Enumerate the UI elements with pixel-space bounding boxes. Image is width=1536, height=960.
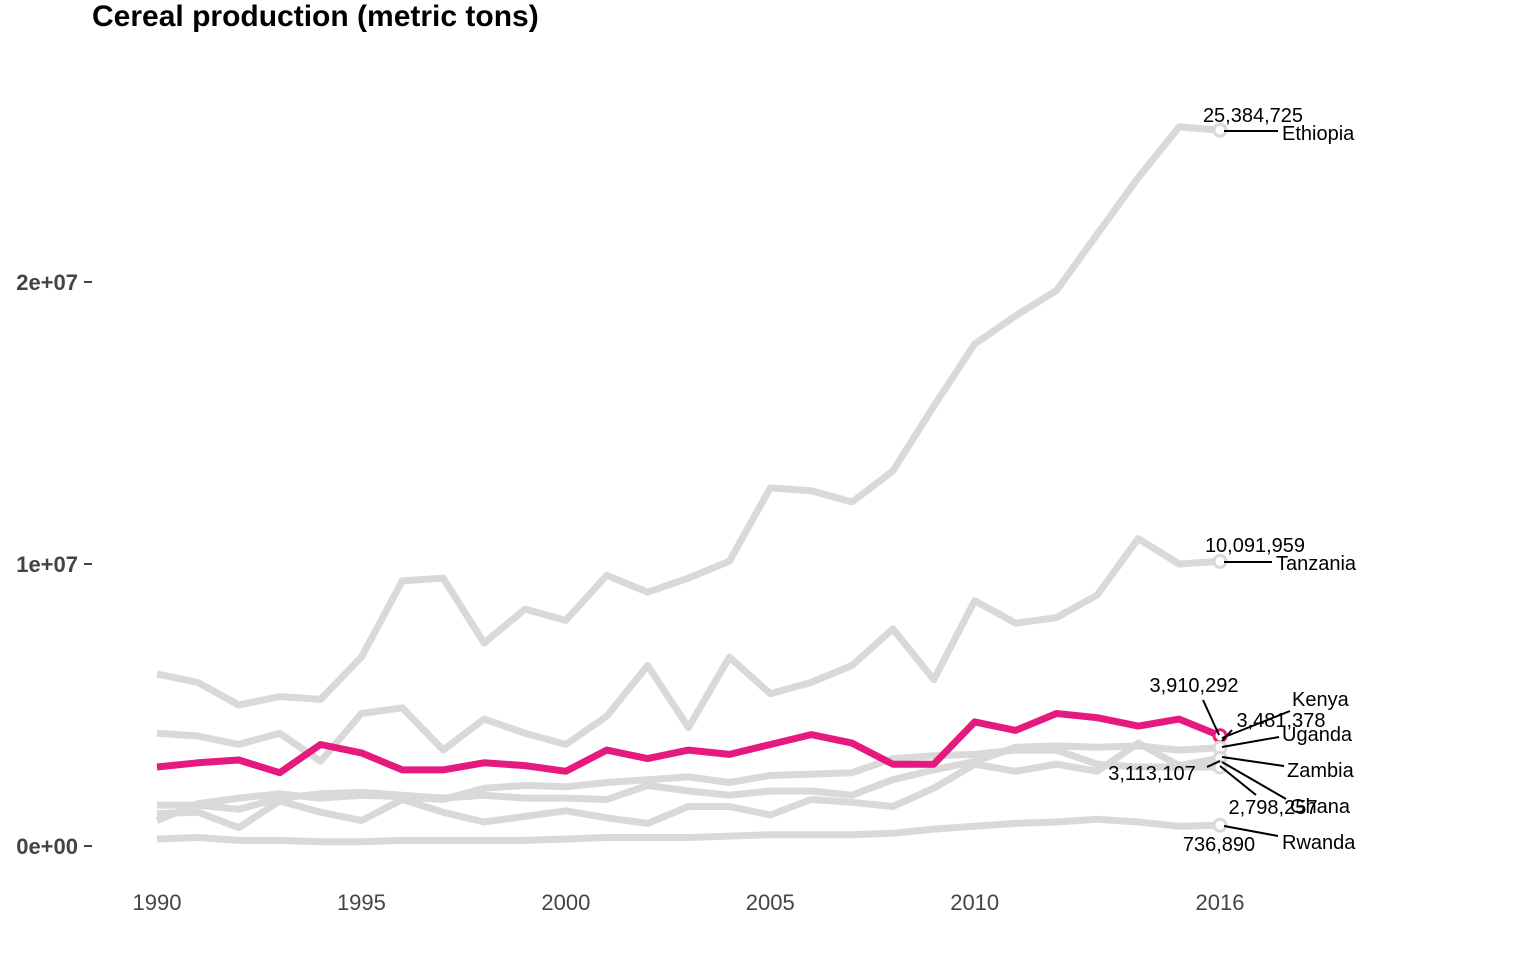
series-label-zambia: Zambia: [1287, 760, 1355, 782]
leader-line-zambia: [1221, 756, 1285, 767]
value-leader-line-uganda: [1221, 729, 1233, 742]
series-line-ghana: [155, 746, 1221, 824]
y-tick-label: 1e+07: [16, 552, 78, 577]
end-value-label-ghana: 2,798,257: [1229, 797, 1318, 819]
series-label-kenya: Kenya: [1292, 689, 1350, 711]
series-line-zambia: [156, 739, 1221, 832]
y-tick-label: 0e+00: [16, 834, 78, 859]
series-line-tanzania: [156, 535, 1221, 765]
end-value-label-rwanda: 736,890: [1183, 834, 1255, 856]
value-leader-line-ghana: [1219, 765, 1257, 796]
end-value-label-zambia: 3,113,107: [1108, 763, 1196, 785]
series-label-ghana: Ghana: [1290, 796, 1351, 818]
series-label-rwanda: Rwanda: [1282, 832, 1356, 854]
end-value-label-kenya: 3,910,292: [1150, 675, 1239, 697]
leader-line-ghana: [1221, 761, 1287, 800]
series-label-uganda: Uganda: [1282, 724, 1353, 746]
x-tick-label: 2000: [541, 890, 590, 915]
highlighted-series: [156, 710, 1222, 777]
leader-line-kenya: [1221, 710, 1291, 739]
value-leader-line-zambia: [1206, 760, 1221, 768]
series-line-uganda: [157, 742, 1221, 813]
x-tick-label: 1990: [133, 890, 182, 915]
x-tick-label: 1995: [337, 890, 386, 915]
value-leader-line-kenya: [1202, 699, 1220, 736]
x-tick-label: 2016: [1196, 890, 1245, 915]
y-axis: 0e+00 1e+07 2e+07: [16, 270, 92, 859]
series-line-ethiopia: [156, 123, 1221, 709]
series-label-ethiopia: Ethiopia: [1282, 123, 1355, 145]
y-tick-label: 2e+07: [16, 270, 78, 295]
x-axis: 1990 1995 2000 2005 2010 2016: [133, 890, 1245, 915]
chart-title: Cereal production (metric tons): [92, 0, 539, 33]
series-label-tanzania: Tanzania: [1276, 553, 1357, 575]
series-line-kenya: [156, 710, 1222, 777]
end-value-label-ethiopia: 25,384,725: [1203, 105, 1303, 127]
end-value-label-tanzania: 10,091,959: [1205, 535, 1305, 557]
background-series: [155, 123, 1221, 846]
x-tick-label: 2005: [746, 890, 795, 915]
end-value-label-uganda: 3,481,378: [1237, 710, 1326, 732]
x-tick-label: 2010: [950, 890, 999, 915]
series-line-rwanda: [156, 815, 1221, 846]
end-markers: [1212, 122, 1228, 833]
leader-line-uganda: [1221, 736, 1280, 748]
end-marker-rwanda: [1212, 817, 1228, 833]
leader-line-rwanda: [1223, 825, 1279, 837]
